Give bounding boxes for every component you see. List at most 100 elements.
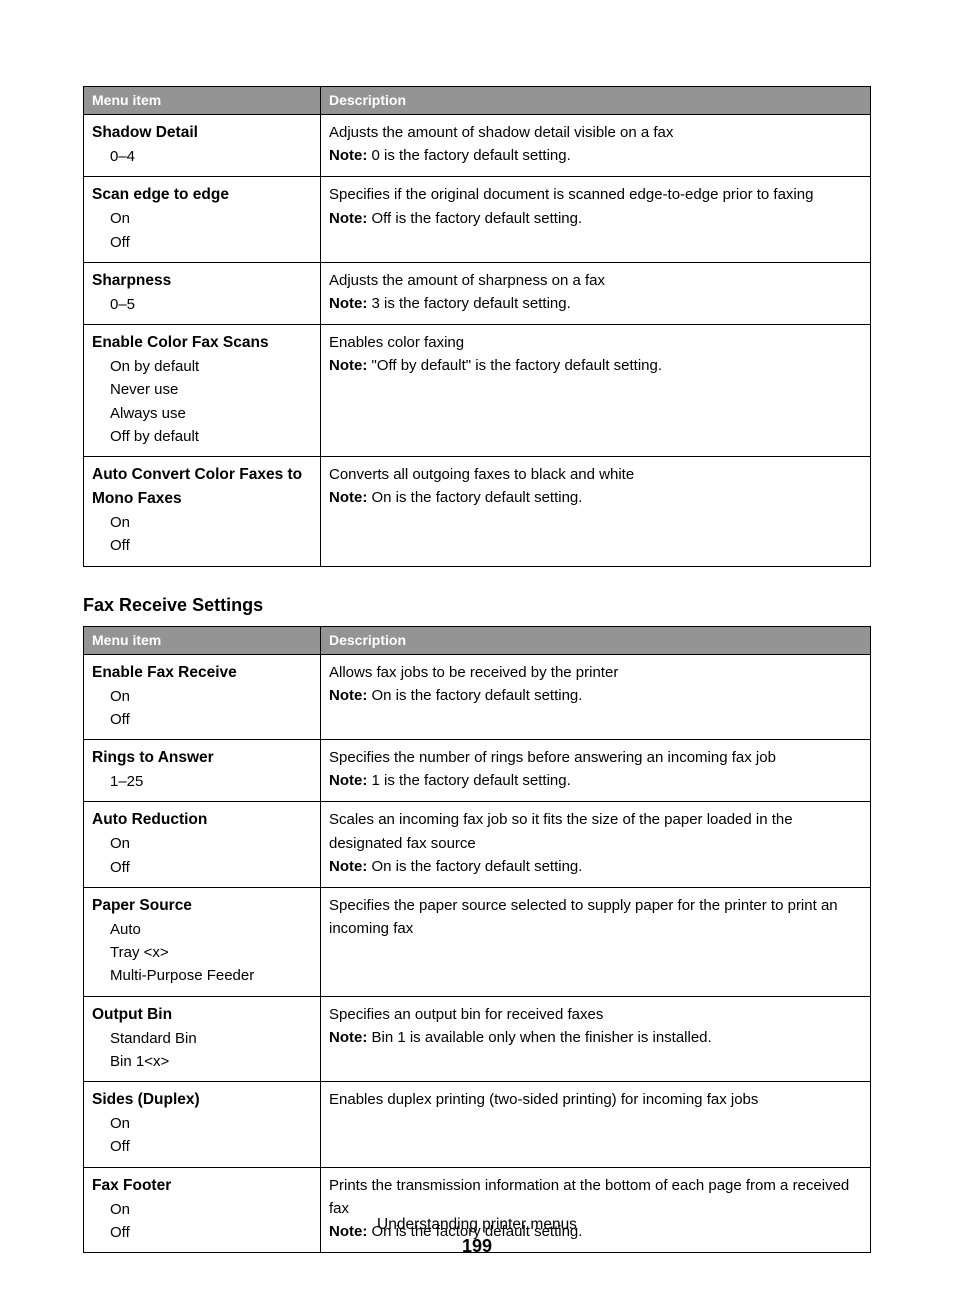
description-text: Specifies the number of rings before ans… — [329, 746, 862, 769]
menu-item-cell: Enable Fax Receive OnOff — [84, 654, 321, 740]
menu-item-cell: Shadow Detail 0–4 — [84, 115, 321, 177]
section-heading: Fax Receive Settings — [83, 595, 871, 616]
page-footer: Understanding printer menus 199 — [0, 1216, 954, 1257]
menu-item-options: OnOff — [92, 207, 312, 254]
menu-item-option: On — [92, 207, 312, 230]
menu-item-option: Off — [92, 231, 312, 254]
menu-item-option: Off — [92, 708, 312, 731]
note-label: Note: — [329, 357, 367, 374]
description-cell: Enables color faxing Note: "Off by defau… — [321, 325, 871, 457]
menu-item-title: Scan edge to edge — [92, 183, 312, 207]
table-row: Shadow Detail 0–4 Adjusts the amount of … — [84, 115, 871, 177]
menu-item-cell: Paper Source AutoTray <x>Multi-Purpose F… — [84, 887, 321, 996]
menu-item-cell: Sharpness 0–5 — [84, 262, 321, 324]
description-cell: Specifies the number of rings before ans… — [321, 740, 871, 802]
footer-title: Understanding printer menus — [0, 1216, 954, 1234]
note-text: Off is the factory default setting. — [367, 210, 582, 227]
description-cell: Converts all outgoing faxes to black and… — [321, 457, 871, 567]
menu-item-options: 0–4 — [92, 145, 312, 168]
table-row: Auto Reduction OnOff Scales an incoming … — [84, 802, 871, 888]
description-text: Adjusts the amount of sharpness on a fax — [329, 269, 862, 292]
menu-item-cell: Auto Reduction OnOff — [84, 802, 321, 888]
menu-item-options: 1–25 — [92, 770, 312, 793]
note-label: Note: — [329, 295, 367, 312]
menu-item-options: Standard BinBin 1<x> — [92, 1027, 312, 1074]
note-label: Note: — [329, 1029, 367, 1046]
menu-item-option: Always use — [92, 402, 312, 425]
menu-item-title: Enable Color Fax Scans — [92, 331, 312, 355]
menu-item-cell: Auto Convert Color Faxes to Mono Faxes O… — [84, 457, 321, 567]
footer-page-number: 199 — [0, 1236, 954, 1257]
table-row: Paper Source AutoTray <x>Multi-Purpose F… — [84, 887, 871, 996]
note-text: "Off by default" is the factory default … — [367, 357, 662, 374]
menu-item-option: Auto — [92, 918, 312, 941]
menu-item-title: Sharpness — [92, 269, 312, 293]
menu-item-option: 1–25 — [92, 770, 312, 793]
menu-item-option: On — [92, 685, 312, 708]
menu-item-cell: Rings to Answer 1–25 — [84, 740, 321, 802]
menu-item-cell: Sides (Duplex) OnOff — [84, 1082, 321, 1168]
menu-item-title: Shadow Detail — [92, 121, 312, 145]
note-text: 3 is the factory default setting. — [367, 295, 570, 312]
menu-item-options: 0–5 — [92, 293, 312, 316]
table-fax-send: Menu item Description Shadow Detail 0–4 … — [83, 86, 871, 567]
note-line: Note: On is the factory default setting. — [329, 684, 862, 707]
menu-item-options: OnOff — [92, 685, 312, 732]
menu-item-option: On — [92, 832, 312, 855]
menu-item-option: Off by default — [92, 425, 312, 448]
description-cell: Specifies an output bin for received fax… — [321, 996, 871, 1082]
menu-item-options: On by defaultNever useAlways useOff by d… — [92, 355, 312, 448]
col-description: Description — [321, 626, 871, 654]
note-line: Note: "Off by default" is the factory de… — [329, 354, 862, 377]
table-row: Output Bin Standard BinBin 1<x> Specifie… — [84, 996, 871, 1082]
menu-item-options: AutoTray <x>Multi-Purpose Feeder — [92, 918, 312, 988]
menu-item-title: Output Bin — [92, 1003, 312, 1027]
note-line: Note: 0 is the factory default setting. — [329, 144, 862, 167]
menu-item-option: Multi-Purpose Feeder — [92, 964, 312, 987]
note-line: Note: 1 is the factory default setting. — [329, 769, 862, 792]
menu-item-option: Bin 1<x> — [92, 1050, 312, 1073]
note-label: Note: — [329, 210, 367, 227]
menu-item-cell: Scan edge to edge OnOff — [84, 177, 321, 263]
menu-item-title: Auto Convert Color Faxes to Mono Faxes — [92, 463, 312, 511]
description-text: Scales an incoming fax job so it fits th… — [329, 808, 862, 855]
description-cell: Specifies the paper source selected to s… — [321, 887, 871, 996]
note-text: On is the factory default setting. — [367, 687, 582, 704]
description-text: Adjusts the amount of shadow detail visi… — [329, 121, 862, 144]
description-text: Specifies the paper source selected to s… — [329, 894, 862, 941]
menu-item-option: On — [92, 511, 312, 534]
description-cell: Adjusts the amount of shadow detail visi… — [321, 115, 871, 177]
note-text: 0 is the factory default setting. — [367, 147, 570, 164]
table-header-row: Menu item Description — [84, 87, 871, 115]
note-text: On is the factory default setting. — [367, 858, 582, 875]
note-label: Note: — [329, 147, 367, 164]
table-fax-receive: Menu item Description Enable Fax Receive… — [83, 626, 871, 1254]
description-text: Specifies an output bin for received fax… — [329, 1003, 862, 1026]
menu-item-option: Never use — [92, 378, 312, 401]
description-text: Specifies if the original document is sc… — [329, 183, 862, 206]
menu-item-title: Sides (Duplex) — [92, 1088, 312, 1112]
menu-item-option: Off — [92, 534, 312, 557]
table-row: Sharpness 0–5 Adjusts the amount of shar… — [84, 262, 871, 324]
page: Menu item Description Shadow Detail 0–4 … — [0, 0, 954, 1293]
note-text: Bin 1 is available only when the finishe… — [367, 1029, 711, 1046]
menu-item-title: Auto Reduction — [92, 808, 312, 832]
menu-item-option: On by default — [92, 355, 312, 378]
table-row: Scan edge to edge OnOff Specifies if the… — [84, 177, 871, 263]
table1-body: Shadow Detail 0–4 Adjusts the amount of … — [84, 115, 871, 567]
description-cell: Allows fax jobs to be received by the pr… — [321, 654, 871, 740]
menu-item-cell: Enable Color Fax Scans On by defaultNeve… — [84, 325, 321, 457]
note-label: Note: — [329, 858, 367, 875]
menu-item-option: Standard Bin — [92, 1027, 312, 1050]
description-text: Enables duplex printing (two-sided print… — [329, 1088, 862, 1111]
menu-item-option: 0–5 — [92, 293, 312, 316]
menu-item-options: OnOff — [92, 832, 312, 879]
menu-item-title: Rings to Answer — [92, 746, 312, 770]
description-cell: Specifies if the original document is sc… — [321, 177, 871, 263]
table-row: Sides (Duplex) OnOff Enables duplex prin… — [84, 1082, 871, 1168]
description-text: Prints the transmission information at t… — [329, 1174, 862, 1221]
note-line: Note: Off is the factory default setting… — [329, 207, 862, 230]
description-cell: Scales an incoming fax job so it fits th… — [321, 802, 871, 888]
description-text: Allows fax jobs to be received by the pr… — [329, 661, 862, 684]
note-label: Note: — [329, 489, 367, 506]
